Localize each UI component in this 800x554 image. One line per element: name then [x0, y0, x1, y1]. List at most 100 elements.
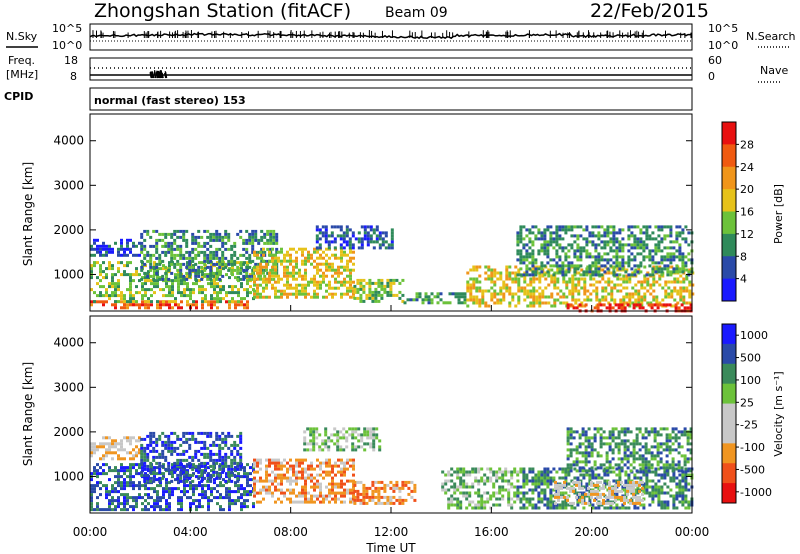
power-cell: [191, 241, 195, 245]
power-cell: [277, 274, 280, 278]
velocity-cell: [156, 472, 159, 476]
velocity-cell: [207, 478, 210, 482]
power-cell: [496, 298, 500, 302]
velocity-cell: [383, 489, 387, 493]
power-cell: [207, 303, 210, 307]
power-cell: [164, 265, 168, 269]
velocity-cell: [194, 464, 198, 468]
power-cell: [237, 303, 240, 307]
velocity-cell: [346, 479, 349, 483]
power-cell: [639, 243, 643, 247]
velocity-cell: [459, 500, 463, 504]
velocity-cell: [156, 478, 159, 482]
power-cell: [201, 297, 204, 301]
velocity-cell: [486, 497, 490, 501]
power-cell: [188, 259, 192, 263]
power-cell: [132, 300, 135, 304]
power-cell: [120, 306, 123, 310]
power-cell: [123, 273, 126, 277]
velocity-cell: [546, 467, 550, 471]
power-cell: [666, 225, 670, 229]
power-cell: [207, 273, 210, 277]
velocity-cell: [301, 485, 304, 489]
velocity-cell: [369, 436, 373, 440]
velocity-cell: [597, 476, 601, 480]
power-cell: [650, 303, 654, 307]
power-y-tick-label: 4000: [53, 134, 84, 148]
power-cell: [478, 304, 482, 308]
velocity-cell: [99, 481, 102, 485]
power-cell: [324, 225, 328, 229]
velocity-cell: [149, 470, 153, 474]
power-cell: [185, 271, 189, 275]
velocity-cell: [90, 478, 93, 482]
velocity-cell: [319, 461, 322, 465]
power-colorbar-swatch: [722, 189, 736, 212]
velocity-cell: [265, 485, 268, 489]
power-cell: [637, 289, 641, 293]
power-cell: [543, 249, 547, 253]
velocity-cell: [597, 473, 601, 477]
velocity-cell: [334, 494, 337, 498]
power-cell: [430, 298, 434, 302]
velocity-cell: [292, 473, 295, 477]
power-cell: [657, 246, 661, 250]
power-cell: [686, 306, 690, 310]
velocity-cell: [253, 485, 256, 489]
power-cell: [654, 270, 658, 274]
power-cell: [334, 286, 337, 290]
velocity-cell: [200, 452, 204, 456]
velocity-cell: [155, 461, 159, 465]
power-cell: [114, 303, 117, 307]
velocity-cell: [687, 488, 691, 492]
power-cell: [558, 258, 562, 262]
power-cell: [606, 252, 610, 256]
power-cell: [651, 231, 655, 235]
power-cell: [192, 303, 195, 307]
velocity-cell: [554, 501, 557, 505]
power-cell: [262, 253, 265, 257]
velocity-cell: [525, 476, 529, 480]
velocity-cell: [389, 498, 393, 502]
velocity-cell: [298, 476, 301, 480]
velocity-cell: [111, 496, 114, 500]
velocity-cell: [319, 491, 322, 495]
power-cell: [340, 271, 343, 275]
power-cell: [216, 297, 219, 301]
power-cell: [231, 291, 234, 295]
power-cell: [269, 235, 273, 239]
power-cell: [600, 225, 604, 229]
power-cell: [322, 256, 325, 260]
velocity-cell: [228, 493, 231, 497]
power-cell: [167, 232, 171, 236]
velocity-cell: [377, 498, 381, 502]
power-cell: [328, 268, 331, 272]
velocity-cell: [123, 478, 126, 482]
power-cell: [381, 240, 385, 244]
power-cell: [688, 280, 692, 284]
power-cell: [571, 295, 575, 299]
power-cell: [260, 253, 264, 257]
power-cell: [147, 306, 150, 310]
power-cell: [319, 268, 322, 272]
velocity-cell: [354, 427, 358, 431]
velocity-cell: [164, 446, 168, 450]
power-cell: [559, 301, 563, 305]
velocity-cell: [253, 461, 256, 465]
velocity-cell: [340, 485, 343, 489]
power-cell: [564, 228, 568, 232]
power-cell: [262, 247, 265, 251]
power-cell: [234, 276, 237, 280]
velocity-cell: [642, 503, 646, 507]
power-cell: [265, 265, 268, 269]
velocity-cell: [318, 448, 322, 452]
velocity-cell: [243, 502, 246, 506]
velocity-cell: [105, 451, 108, 455]
power-cell: [259, 265, 262, 269]
power-cell: [573, 270, 577, 274]
power-cell: [594, 264, 598, 268]
power-cell: [280, 295, 283, 299]
power-cell: [322, 274, 325, 278]
velocity-cell: [492, 503, 496, 507]
velocity-cell: [468, 491, 472, 495]
